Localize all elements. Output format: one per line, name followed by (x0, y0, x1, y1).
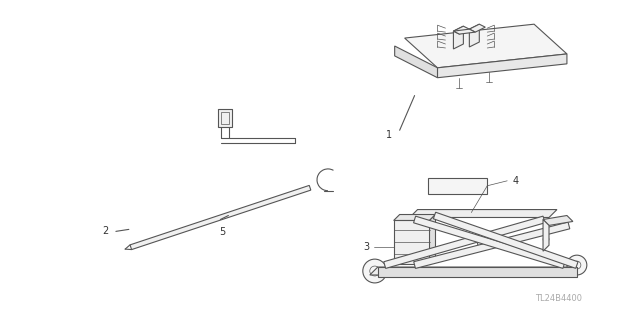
Polygon shape (394, 214, 435, 220)
Polygon shape (404, 24, 567, 68)
Polygon shape (378, 267, 577, 277)
Polygon shape (395, 46, 438, 78)
Polygon shape (433, 212, 578, 268)
Polygon shape (543, 219, 549, 251)
Polygon shape (130, 185, 311, 249)
Text: 3: 3 (364, 242, 370, 252)
Text: TL24B4400: TL24B4400 (536, 294, 582, 303)
Circle shape (481, 239, 487, 245)
Polygon shape (413, 216, 565, 268)
Polygon shape (394, 220, 429, 264)
Polygon shape (453, 29, 476, 34)
Text: 5: 5 (220, 227, 225, 237)
Circle shape (567, 255, 587, 275)
Polygon shape (384, 216, 545, 268)
Text: 1: 1 (385, 130, 392, 140)
Text: 2: 2 (102, 226, 109, 236)
Polygon shape (543, 216, 573, 226)
Polygon shape (370, 267, 577, 275)
Polygon shape (428, 178, 487, 194)
Polygon shape (410, 210, 557, 218)
Polygon shape (438, 54, 567, 78)
Polygon shape (469, 24, 485, 32)
Circle shape (363, 259, 387, 283)
Text: 4: 4 (512, 176, 518, 186)
Polygon shape (469, 24, 479, 47)
Polygon shape (218, 109, 232, 127)
Polygon shape (453, 26, 469, 34)
Polygon shape (413, 222, 570, 268)
Circle shape (477, 235, 492, 249)
Polygon shape (453, 26, 463, 49)
Polygon shape (429, 214, 435, 264)
